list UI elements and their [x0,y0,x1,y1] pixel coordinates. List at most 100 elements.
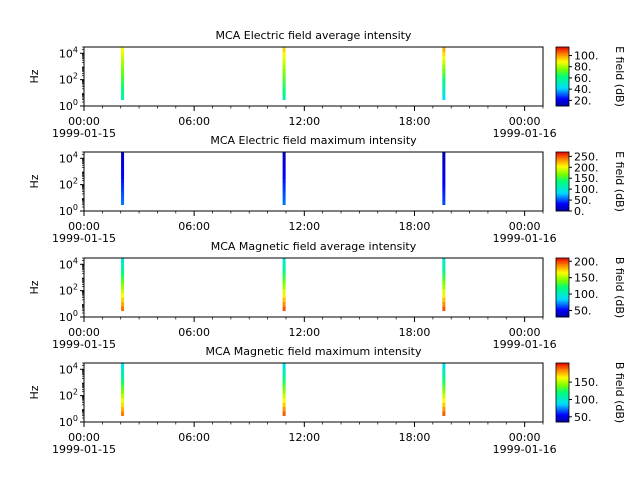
colorbar-segment [556,48,569,51]
burst-cell [282,371,286,377]
y-tick-label: 100 [59,414,78,429]
colorbar-segment [556,88,569,91]
x-tick-label: 00:00 [509,220,541,233]
colorbar-segment [556,260,569,263]
burst-cell [282,152,286,157]
y-tick-label: 102 [59,283,78,298]
burst-cell [121,258,125,263]
colorbar-segment [556,98,569,101]
burst-cell [121,182,125,188]
colorbar-segment [556,287,569,290]
colorbar-segment [556,294,569,297]
burst-cell [442,288,446,294]
burst-cell [121,152,125,157]
colorbar-segment [556,386,569,389]
colorbar-segment [556,86,569,89]
y-axis-label: Hz [28,385,41,399]
burst-cell [121,284,125,290]
colorbar-segment [556,385,569,387]
x-tick-date: 1999-01-16 [493,443,557,456]
colorbar-segment [556,303,569,306]
x-tick-label: 12:00 [288,431,320,444]
colorbar-segment [556,283,569,285]
x-tick-label: 18:00 [399,115,431,128]
colorbar-segment [556,363,569,365]
colorbar-segment [556,100,569,102]
colorbar-segment [556,159,569,162]
colorbar-segment [556,181,569,184]
x-tick-date: 1999-01-16 [493,232,557,245]
colorbar-label: E field (dB) [613,151,626,212]
colorbar-segment [556,277,569,280]
burst-cell [282,380,286,386]
burst-column [121,47,125,101]
burst-cell [121,266,125,272]
colorbar-segment [556,416,569,418]
burst-cell [282,55,286,61]
burst-cell [282,262,286,268]
colorbar-segment [556,83,569,86]
colorbar-segment [556,411,569,414]
colorbar-tick-label: 60. [574,72,592,85]
burst-cell [442,306,446,312]
colorbar-segment [556,268,569,271]
colorbar-tick-label: 250. [574,150,599,163]
burst-cell [121,55,125,61]
y-axis: 100 102 104 [59,45,84,113]
colorbar-segment [556,79,569,82]
colorbar-segment [556,266,569,269]
burst-column [121,152,125,206]
burst-cell [442,297,446,303]
colorbar-segment [556,91,569,94]
burst-cell [282,82,286,87]
burst-cell [121,367,125,373]
colorbar-segment [556,299,569,302]
colorbar-segment [556,308,569,311]
burst-cell [121,160,125,166]
burst-column [442,47,446,101]
burst-cell [121,297,125,303]
burst-column [282,363,286,417]
colorbar-segment [556,64,569,67]
colorbar-segment [556,67,569,70]
colorbar-segment [556,377,569,380]
burst-cell [442,182,446,188]
colorbar-segment [556,281,569,284]
colorbar-segment [556,259,569,262]
colorbar-segment [556,165,569,168]
burst-cell [282,77,286,83]
burst-cell [282,258,286,263]
colorbar-segment [556,272,569,275]
burst-cell [121,288,125,294]
colorbar-segment [556,184,569,187]
colorbar-segment [556,209,569,212]
burst-cell [121,51,125,57]
colorbar-segment [556,152,569,154]
colorbar-segment [556,383,569,386]
colorbar-segment [556,410,569,413]
colorbar: 50. 100. 150. 200. B field (dB) [555,255,626,318]
x-tick-label: 06:00 [178,220,210,233]
burst-cell [282,406,286,412]
colorbar-segment [556,85,569,88]
y-tick-label: 104 [59,150,78,165]
colorbar-segment [556,405,569,408]
colorbar-segment [556,367,569,370]
burst-cell [282,51,286,57]
colorbar-segment [556,265,569,268]
colorbar-segment [556,293,569,296]
burst-cell [282,306,286,312]
burst-cell [442,284,446,290]
y-tick-label: 102 [59,177,78,192]
panel-title: MCA Electric field maximum intensity [210,134,417,147]
colorbar-segment [556,60,569,63]
y-tick-label: 100 [59,203,78,218]
colorbar-segment [556,55,569,58]
burst-cell [442,173,446,179]
colorbar-segment [556,95,569,98]
burst-cell [442,363,446,368]
x-tick-label: 00:00 [509,115,541,128]
burst-cell [121,363,125,368]
